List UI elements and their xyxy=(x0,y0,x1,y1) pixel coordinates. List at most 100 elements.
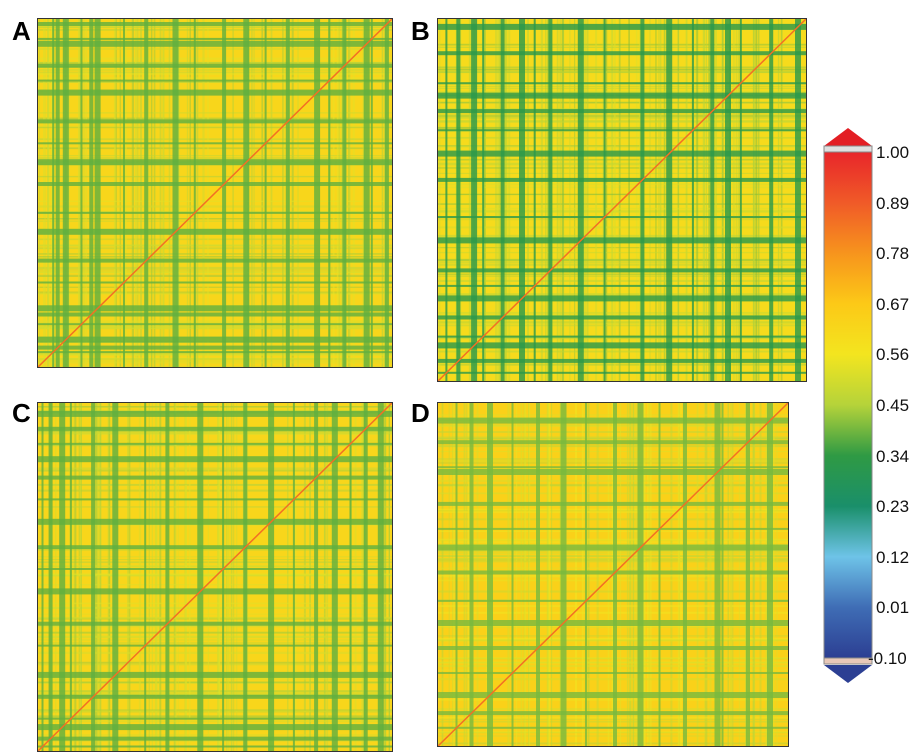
heatmap-band-column xyxy=(222,19,227,367)
heatmap-texture-column xyxy=(324,403,326,751)
heatmap-texture-column xyxy=(508,19,511,381)
heatmap-texture-column xyxy=(232,19,234,367)
heatmap-band-row xyxy=(38,442,392,445)
heatmap-texture-column xyxy=(68,19,70,367)
heatmap-texture-column xyxy=(702,19,705,381)
heatmap-texture-column xyxy=(504,19,507,381)
heatmap-band-column xyxy=(482,19,485,381)
heatmap-band-row xyxy=(438,268,806,273)
heatmap-texture-column xyxy=(732,19,735,381)
heatmap-texture-column xyxy=(705,19,707,381)
heatmap-texture-row xyxy=(38,247,392,250)
heatmap-texture-column xyxy=(253,19,255,367)
heatmap-texture-column xyxy=(361,403,363,751)
heatmap-texture-row xyxy=(38,681,392,683)
heatmap-band-column xyxy=(41,403,44,751)
heatmap-texture-row xyxy=(38,29,392,31)
colorbar-tick-label: -0.10 xyxy=(868,649,907,668)
heatmap-band-row xyxy=(38,336,392,343)
heatmap-band-row xyxy=(38,345,392,350)
heatmap-band-column xyxy=(89,19,94,367)
colorbar-tick-label: 0.56 xyxy=(876,345,910,365)
heatmap-texture-row xyxy=(38,433,392,435)
heatmap-texture-row xyxy=(438,115,806,118)
heatmap-texture-column xyxy=(99,403,102,751)
heatmap-texture-row xyxy=(38,469,392,471)
heatmap-band-column xyxy=(243,403,248,751)
heatmap-texture-row xyxy=(38,409,392,411)
heatmap-texture-column xyxy=(708,19,711,381)
heatmap-band-row xyxy=(38,323,392,326)
heatmap-band-column xyxy=(363,19,370,367)
heatmap-band-row xyxy=(38,410,392,417)
heatmap-texture-column xyxy=(137,19,139,367)
heatmap-texture-column xyxy=(108,403,111,751)
colorbar-tick-label: 0.34 xyxy=(876,446,910,466)
heatmap-texture-column xyxy=(236,403,238,751)
heatmap-texture-column xyxy=(55,403,57,751)
heatmap-texture-row xyxy=(38,432,392,434)
heatmap-band-column xyxy=(384,19,389,367)
heatmap-texture-row xyxy=(38,155,392,157)
heatmap-texture-column xyxy=(107,403,109,751)
heatmap-texture-column xyxy=(50,19,53,367)
heatmap-texture-row xyxy=(38,561,392,564)
heatmap-texture-row xyxy=(38,327,392,330)
heatmap-texture-row xyxy=(438,337,806,340)
heatmap-band-column xyxy=(721,403,724,746)
heatmap-band-column xyxy=(533,19,536,381)
heatmap-texture-row xyxy=(438,314,806,317)
colorbar-top-arrow xyxy=(824,128,872,146)
heatmap-texture-row xyxy=(38,564,392,567)
heatmap-texture-row xyxy=(38,573,392,576)
heatmap-texture-column xyxy=(381,19,384,367)
heatmap-band-row xyxy=(38,63,392,68)
heatmap-texture-column xyxy=(540,19,543,381)
heatmap-band-row xyxy=(38,568,392,570)
heatmap-band-row xyxy=(438,295,806,302)
heatmap-texture-row xyxy=(38,112,392,114)
heatmap-texture-row xyxy=(438,293,806,296)
heatmap-band-row xyxy=(38,182,392,186)
heatmap-texture-column xyxy=(438,19,441,381)
heatmap-texture-column xyxy=(174,403,177,751)
heatmap-texture-row xyxy=(38,661,392,664)
heatmap-texture-row xyxy=(38,286,392,288)
heatmap-texture-row xyxy=(438,88,806,89)
heatmap-texture-column xyxy=(663,19,666,381)
heatmap-texture-column xyxy=(287,403,289,751)
heatmap-texture-column xyxy=(757,19,760,381)
colorbar-tick-label: 0.23 xyxy=(876,497,910,517)
heatmap-texture-row xyxy=(38,138,392,141)
heatmap-texture-row xyxy=(38,693,392,696)
heatmap-texture-column xyxy=(677,19,679,381)
heatmap-texture-row xyxy=(38,360,392,362)
heatmap-a-svg xyxy=(38,19,392,367)
heatmap-band-row xyxy=(38,281,392,284)
heatmap-texture-row xyxy=(38,574,392,577)
heatmap-texture-row xyxy=(38,354,392,356)
heatmap-texture-column xyxy=(460,19,462,381)
heatmap-texture-row xyxy=(38,559,392,561)
heatmap-texture-row xyxy=(38,362,392,364)
heatmap-texture-row xyxy=(38,325,392,327)
heatmap-band-row xyxy=(438,129,806,132)
heatmap-texture-column xyxy=(384,19,385,367)
heatmap-band-column xyxy=(691,19,694,381)
heatmap-texture-column xyxy=(556,19,559,381)
heatmap-texture-row xyxy=(438,273,806,275)
heatmap-band-row xyxy=(438,527,788,530)
heatmap-band-row xyxy=(38,588,392,595)
heatmap-texture-row xyxy=(38,125,392,127)
heatmap-diagonal xyxy=(438,403,788,746)
heatmap-band-column xyxy=(471,19,478,381)
heatmap-texture-column xyxy=(561,19,564,381)
heatmap-band-row xyxy=(438,371,806,374)
heatmap-b-svg xyxy=(438,19,806,381)
heatmap-texture-column xyxy=(714,19,717,381)
heatmap-texture-column xyxy=(384,403,387,751)
heatmap-band-row xyxy=(438,284,806,287)
panel-label-c: C xyxy=(12,398,31,428)
heatmap-band-row xyxy=(38,518,392,525)
heatmap-band-row xyxy=(38,312,392,317)
